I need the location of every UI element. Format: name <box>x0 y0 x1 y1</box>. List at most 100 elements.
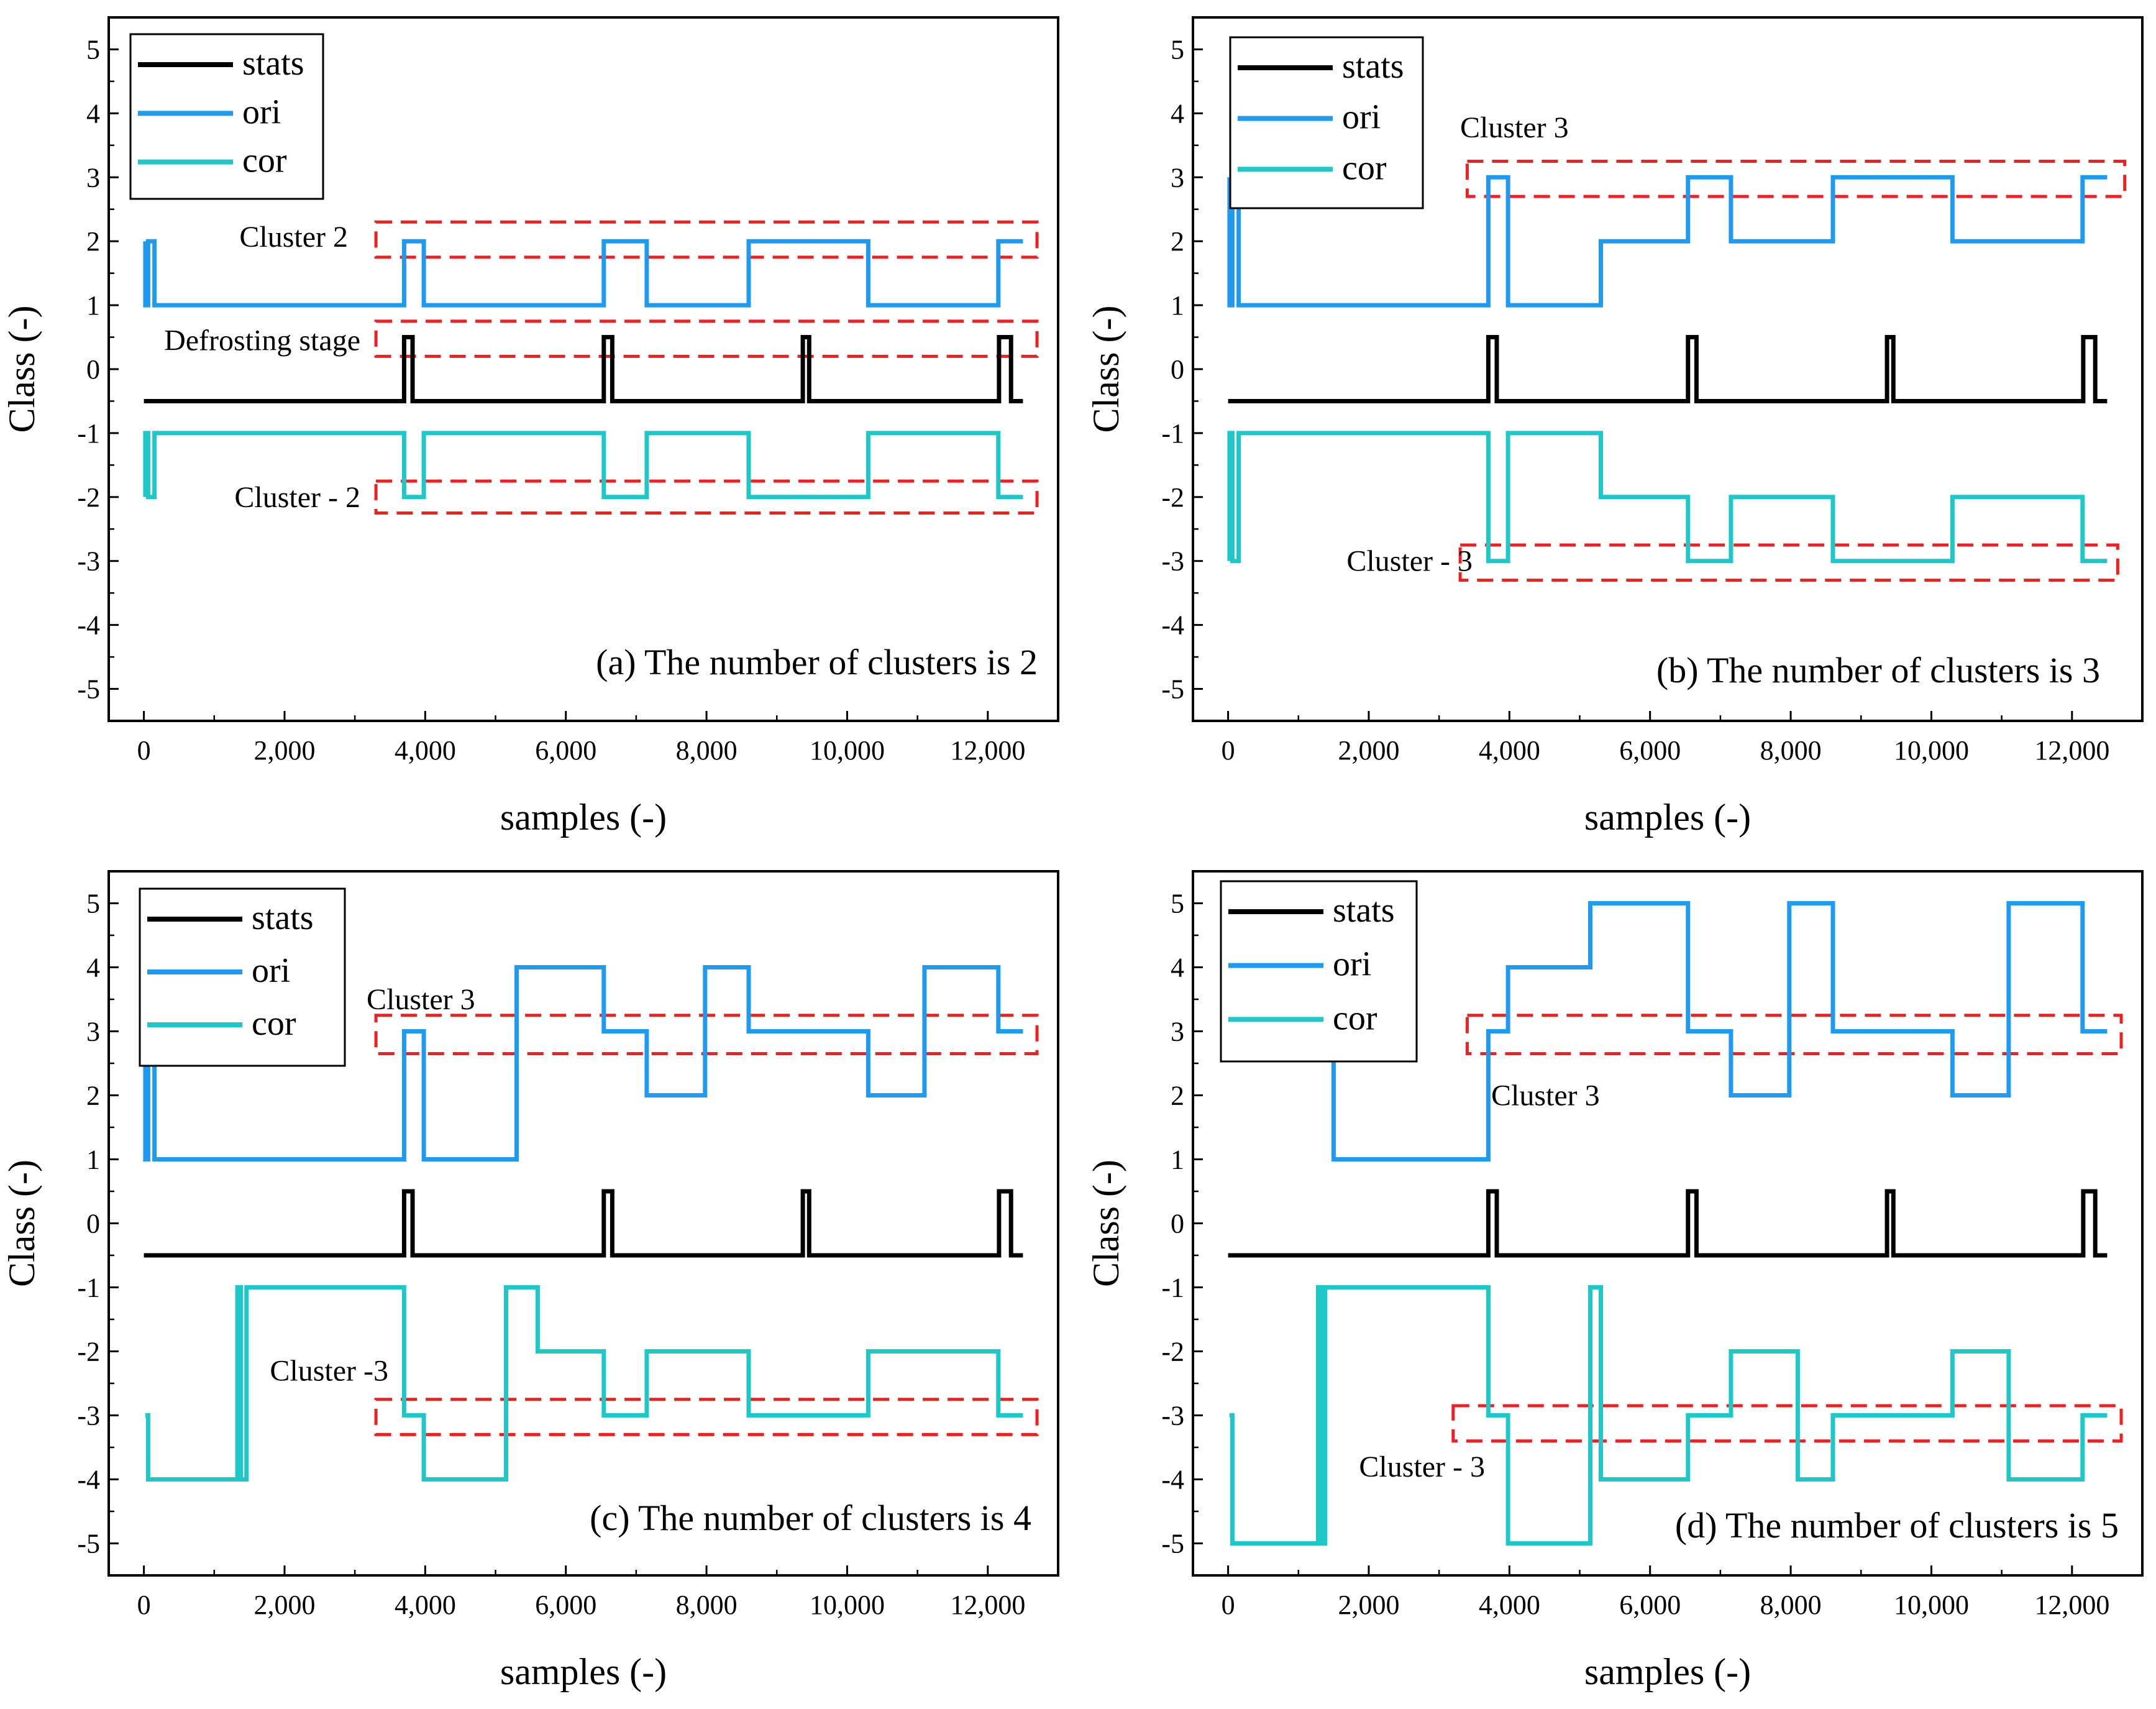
annotation-label: Cluster - 2 <box>234 481 360 514</box>
annotation-box <box>374 319 1039 358</box>
x-axis-label: samples (-) <box>500 1651 667 1692</box>
y-tick-label: -3 <box>1161 1401 1184 1431</box>
x-tick-label: 6,000 <box>535 735 596 766</box>
annotation-label: Defrosting stage <box>164 324 360 357</box>
y-tick-label: 5 <box>1171 889 1184 919</box>
series-cor-line <box>1227 431 2108 564</box>
panel-title: (b) The number of clusters is 3 <box>1656 650 2100 690</box>
x-tick-label: 12,000 <box>950 735 1025 766</box>
y-tick-label: 3 <box>86 162 100 193</box>
series-cor-line <box>143 431 1023 500</box>
x-tick-label: 4,000 <box>395 735 456 766</box>
annotation-label: Cluster 3 <box>367 983 475 1016</box>
annotation-label: Cluster -3 <box>270 1354 388 1387</box>
legend-box <box>139 887 346 1067</box>
y-tick-label: -2 <box>1161 482 1184 513</box>
y-tick-label: 4 <box>1171 98 1184 129</box>
y-tick-label: 0 <box>86 1209 100 1239</box>
y-tick-label: -5 <box>77 1529 100 1559</box>
legend-label-stats: stats <box>252 899 314 937</box>
y-tick-label: 3 <box>1171 1017 1184 1047</box>
y-tick-label: 4 <box>1171 953 1184 983</box>
x-tick-label: 0 <box>137 735 151 766</box>
legend-box <box>129 33 324 200</box>
legend-label-ori: ori <box>242 93 281 131</box>
y-tick-label: 0 <box>1171 1209 1184 1239</box>
x-tick-label: 10,000 <box>810 1590 885 1620</box>
x-axis-label: samples (-) <box>1584 797 1751 838</box>
y-tick-label: 2 <box>1171 1081 1184 1111</box>
y-tick-label: -4 <box>1161 610 1184 641</box>
y-tick-label: 1 <box>1171 290 1184 321</box>
x-tick-label: 8,000 <box>676 735 738 766</box>
x-tick-label: 6,000 <box>1619 735 1681 766</box>
y-tick-label: 1 <box>86 1145 100 1175</box>
annotation-box <box>374 220 1039 259</box>
y-tick-label: 5 <box>86 889 100 919</box>
series-stats-line <box>144 1189 1023 1258</box>
y-tick-label: 1 <box>86 290 100 321</box>
panel-c: 0 2,000 4,000 6,000 8,000 10,000 12,000 -5 -4 -3 -… <box>1 870 1059 1692</box>
annotation-box <box>1465 160 2127 198</box>
x-tick-label: 8,000 <box>676 1590 738 1620</box>
panel-a: 0 2,000 4,000 6,000 8,000 10,000 12,000 -5 -4 -3 -… <box>1 16 1059 838</box>
y-tick-label: -5 <box>1161 1529 1184 1559</box>
x-tick-label: 0 <box>137 1590 151 1620</box>
x-tick-label: 2,000 <box>1338 735 1399 766</box>
x-tick-label: 8,000 <box>1760 1590 1822 1620</box>
series-ori-line <box>143 965 1023 1161</box>
y-tick-label: -5 <box>1161 674 1184 705</box>
x-tick-label: 4,000 <box>1479 1590 1540 1620</box>
y-tick-label: 2 <box>86 226 100 257</box>
y-tick-label: -1 <box>1161 418 1184 449</box>
y-tick-label: -1 <box>1161 1273 1184 1303</box>
y-axis-label: Class (-) <box>1085 1160 1126 1287</box>
annotation-label: Cluster - 3 <box>1346 545 1473 578</box>
legend-label-stats: stats <box>242 44 304 83</box>
x-tick-label: 10,000 <box>1894 735 1969 766</box>
y-tick-label: 5 <box>86 34 100 65</box>
legend-label-cor: cor <box>1342 149 1387 187</box>
y-axis-label: Class (-) <box>1 1160 42 1287</box>
y-tick-label: -3 <box>1161 546 1184 577</box>
y-tick-label: 0 <box>1171 354 1184 385</box>
y-tick-label: 4 <box>86 953 100 983</box>
x-tick-label: 4,000 <box>1479 735 1540 766</box>
annotation-box <box>374 1398 1039 1436</box>
y-tick-label: -5 <box>77 674 100 705</box>
annotation-label: Cluster 3 <box>1491 1079 1600 1112</box>
y-tick-label: -4 <box>77 1465 100 1495</box>
x-tick-label: 0 <box>1222 735 1235 766</box>
series-ori-line <box>143 239 1023 308</box>
y-axis-label: Class (-) <box>1085 306 1126 433</box>
x-tick-label: 4,000 <box>395 1590 456 1620</box>
y-tick-label: -2 <box>1161 1337 1184 1367</box>
x-tick-label: 10,000 <box>810 735 885 766</box>
y-tick-label: 0 <box>86 354 100 385</box>
panel-b: 0 2,000 4,000 6,000 8,000 10,000 12,000 -5 -4 -3 -… <box>1085 16 2144 838</box>
y-tick-label: -4 <box>77 610 100 641</box>
x-tick-label: 12,000 <box>950 1590 1025 1620</box>
x-tick-label: 6,000 <box>1619 1590 1681 1620</box>
panel-title: (a) The number of clusters is 2 <box>596 642 1038 682</box>
y-tick-label: -4 <box>1161 1465 1184 1495</box>
annotation-box <box>374 479 1039 515</box>
series-stats-line <box>1228 1189 2108 1258</box>
x-axis-label: samples (-) <box>500 797 667 838</box>
y-tick-label: 1 <box>1171 1145 1184 1175</box>
y-tick-label: -3 <box>77 546 100 577</box>
y-tick-label: -2 <box>77 1337 100 1367</box>
y-tick-label: 4 <box>86 98 100 129</box>
annotation-box <box>1458 543 2119 582</box>
x-tick-label: 12,000 <box>2034 1590 2109 1620</box>
legend-label-stats: stats <box>1342 47 1404 86</box>
x-tick-label: 12,000 <box>2034 735 2109 766</box>
legend-label-ori: ori <box>252 951 290 990</box>
x-tick-label: 6,000 <box>535 1590 596 1620</box>
series-stats-line <box>1228 335 2108 403</box>
annotation-box <box>1451 1404 2123 1443</box>
y-tick-label: 2 <box>86 1081 100 1111</box>
y-tick-label: 3 <box>86 1017 100 1047</box>
legend-label-cor: cor <box>242 142 287 180</box>
